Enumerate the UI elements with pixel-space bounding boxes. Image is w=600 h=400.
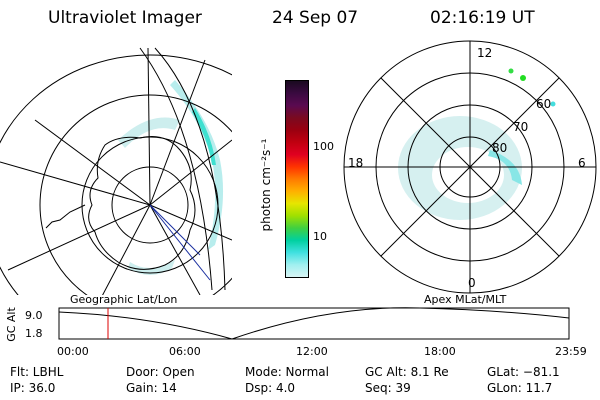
mlt-label-0: 0 [468, 276, 476, 290]
seq-info: Seq: 39 [365, 381, 411, 395]
ip-info: IP: 36.0 [10, 381, 56, 395]
time-tick-0600: 06:00 [169, 345, 201, 358]
gc-alt-info: GC Alt: 8.1 Re [365, 365, 449, 379]
apex-map-caption: Apex MLat/MLT [424, 293, 507, 306]
time-label: 02:16:19 UT [430, 8, 535, 28]
filter-info: Flt: LBHL [10, 365, 64, 379]
mlt-label-6: 6 [578, 156, 586, 170]
glon-info: GLon: 11.7 [487, 381, 553, 395]
gain-info: Gain: 14 [126, 381, 177, 395]
lat-label-70: 70 [513, 120, 529, 134]
colorbar-tick-100: 100 [313, 140, 334, 153]
mlt-label-12: 12 [477, 46, 493, 60]
aurora-emission-band [118, 117, 180, 148]
gc-alt-ytick-top: 9.0 [25, 309, 43, 322]
gc-alt-curve [58, 307, 570, 340]
instrument-title: Ultraviolet Imager [48, 8, 202, 28]
mlt-label-18: 18 [348, 156, 364, 170]
aurora-emission-band [128, 260, 175, 275]
coastline [45, 204, 86, 229]
colorbar [285, 80, 309, 278]
time-tick-2359: 23:59 [555, 345, 587, 358]
gc-alt-ytick-bottom: 1.8 [25, 327, 43, 340]
lat-label-80: 80 [492, 141, 508, 155]
glat-info: GLat: −81.1 [487, 365, 560, 379]
dsp-info: Dsp: 4.0 [245, 381, 296, 395]
coastline [88, 136, 196, 270]
colorbar-tick-10: 10 [313, 230, 327, 243]
time-tick-1200: 12:00 [296, 345, 328, 358]
date-label: 24 Sep 07 [272, 8, 359, 28]
time-tick-0000: 00:00 [57, 345, 89, 358]
door-info: Door: Open [126, 365, 195, 379]
time-tick-1800: 18:00 [424, 345, 456, 358]
geographic-map-caption: Geographic Lat/Lon [70, 293, 178, 306]
lat-label-60: 60 [536, 97, 552, 111]
mode-info: Mode: Normal [245, 365, 329, 379]
